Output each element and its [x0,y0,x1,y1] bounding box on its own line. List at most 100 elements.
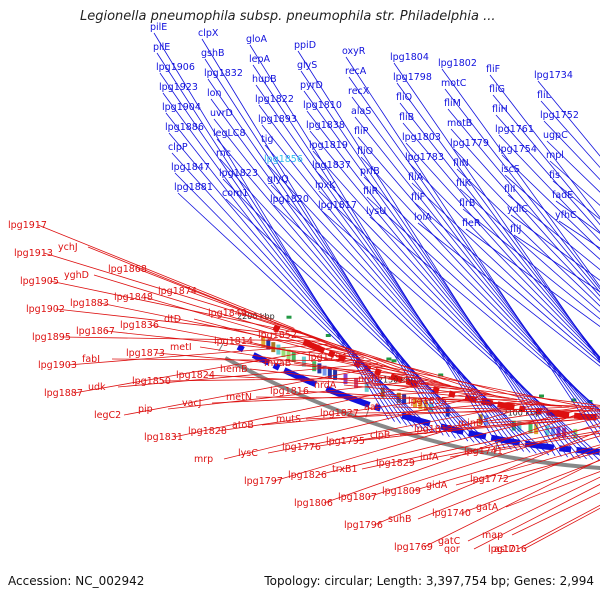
function-block [550,426,555,437]
reverse-gene-label: lpg1868 [108,264,147,275]
tick-mark [495,440,499,452]
forward-gene-label: lpg1832 [204,68,243,79]
forward-gene-label: fliK [456,178,472,189]
forward-gene-label: glyS [297,60,317,71]
forward-gene-label: lpg1823 [219,168,258,179]
feature-dot [325,334,331,337]
forward-gene-label: lpg1923 [159,82,198,93]
forward-gene-label: fliN [453,158,469,169]
forward-label-line [543,120,600,181]
reverse-gene-label: lpg1835 [408,396,447,407]
reverse-gene-label: nrdB [358,374,380,385]
forward-label-line [405,142,600,359]
forward-gene-label: fliH [492,104,508,115]
forward-gene-label: ydiC [507,204,528,215]
reverse-label-line [99,302,357,356]
forward-label-line [351,96,600,430]
feature-dot [438,373,444,377]
forward-gene-label: fliI [504,184,515,195]
reverse-gene-label: lpg1917 [8,220,47,231]
reverse-gene-label: mutS [276,414,301,425]
feature-dot [391,359,397,363]
reverse-label-line [293,362,555,406]
function-block [517,421,522,432]
reverse-label-line [349,410,600,414]
forward-label-line [495,114,600,233]
reverse-label-line [173,381,436,438]
forward-gene-label: flrB [459,198,475,209]
reverse-label-line [461,459,600,514]
accession-text: Accession: NC_002942 [8,574,145,588]
reverse-label-line [193,318,451,386]
forward-label-line [204,58,450,438]
forward-gene-label: gshB [201,48,225,59]
reverse-gene-label: dtD [164,314,181,325]
forward-label-line [219,158,481,444]
forward-gene-label: lpg1822 [255,94,294,105]
function-block [333,369,338,380]
forward-gene-label: recX [348,86,370,97]
reverse-label-line [323,408,593,504]
forward-label-line [441,68,600,288]
forward-label-line [507,194,600,271]
reverse-label-line [487,415,600,424]
forward-label-line [492,94,600,226]
reverse-gene-label: lpg1776 [282,442,321,453]
reverse-gene-label: lpg1716 [488,544,527,555]
forward-label-line [297,50,556,457]
forward-gene-label: fadE [552,190,573,201]
forward-gene-mark [547,443,555,451]
forward-gene-label: lpg1802 [438,58,477,69]
reverse-gene-label: lpg1903 [38,360,77,371]
forward-label-line [447,108,600,293]
forward-label-line [459,188,600,313]
reverse-label-line [411,435,600,492]
function-block [418,399,423,410]
forward-label-line [309,130,581,459]
reverse-gene-label: lpg1806 [294,498,333,509]
forward-gene-label: fliF [486,64,500,75]
forward-gene-label: oxyR [342,46,366,57]
reverse-gene-label: lpg1797 [244,476,283,487]
forward-gene-label: alaS [351,106,371,117]
reverse-label-line [499,451,600,480]
forward-label-line [396,82,600,361]
forward-label-line [465,228,600,327]
forward-label-line [348,76,600,436]
reverse-gene-label: map [482,530,503,541]
forward-gene-mark [362,400,371,408]
reverse-gene-mark [507,403,515,411]
forward-label-line [366,196,600,412]
reverse-gene-label: lpg1828 [188,426,227,437]
forward-gene-label: pilE [153,42,170,53]
forward-label-line [417,222,600,367]
forward-label-line [168,132,420,430]
forward-gene-label: iscS [501,164,520,175]
forward-gene-label: clpP [168,142,188,153]
reverse-label-line [149,324,407,374]
reverse-gene-label: mrp [194,454,213,465]
function-block [281,347,286,358]
forward-label-line [399,102,600,359]
reverse-gene-label: lpg1895 [32,332,71,343]
forward-gene-label: recA [345,66,367,77]
function-block [322,365,327,376]
forward-gene-label: lpg1810 [303,100,342,111]
forward-label-line [408,162,600,360]
reverse-gene-label: gidA [426,480,448,491]
reverse-gene-label: lpg1814 [214,336,253,347]
forward-label-line [354,116,600,424]
reverse-gene-label: metN [226,392,252,403]
tick-label: 2200 kbp [237,312,275,321]
forward-gene-label: lepA [249,54,271,65]
reverse-gene-label: lpg1913 [14,248,53,259]
forward-gene-label: lpg1906 [156,62,195,73]
reverse-label-line [517,504,600,550]
reverse-label-line [343,384,600,411]
reverse-label-line [199,346,458,388]
reverse-label-line [205,374,466,390]
forward-label-line [318,190,600,461]
forward-gene-label: legLC8 [213,128,246,139]
forward-gene-label: lolA [414,212,432,223]
